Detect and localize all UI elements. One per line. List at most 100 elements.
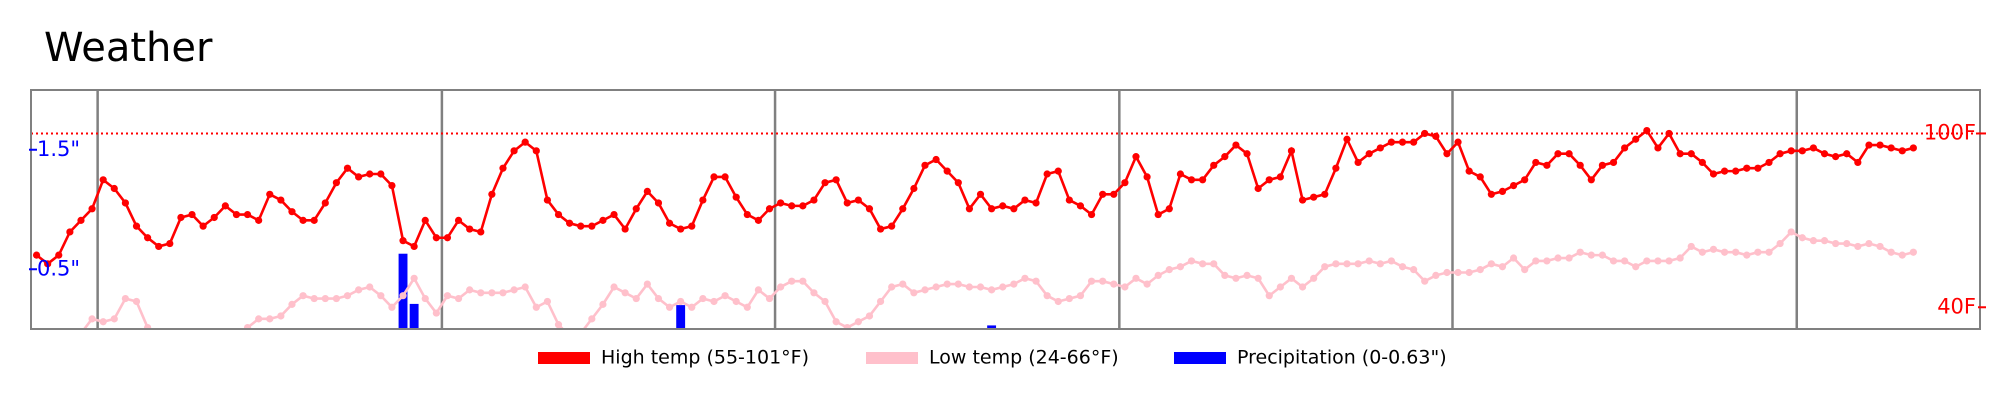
temp-marker	[1476, 173, 1484, 181]
temp-marker	[1643, 126, 1651, 135]
temp-marker	[499, 164, 507, 172]
temp-marker	[99, 176, 107, 184]
temp-marker	[1210, 161, 1218, 169]
temp-marker	[1787, 228, 1795, 236]
temp-marker	[1387, 257, 1396, 265]
temp-marker	[288, 208, 296, 216]
temp-marker	[66, 228, 74, 236]
legend-swatch	[866, 352, 918, 364]
temp-marker	[921, 161, 929, 169]
temp-marker	[1143, 280, 1151, 288]
temp-marker	[1165, 266, 1173, 274]
temp-marker	[177, 341, 184, 348]
temp-marker	[1121, 283, 1129, 291]
temp-marker	[343, 292, 352, 300]
legend-swatch	[538, 352, 590, 364]
temp-marker	[332, 179, 340, 187]
temp-marker	[1509, 182, 1518, 190]
temp-marker	[388, 182, 396, 190]
temp-marker	[1176, 170, 1185, 178]
temp-marker	[1798, 234, 1806, 242]
temp-marker	[1676, 150, 1684, 158]
temp-marker	[1554, 150, 1562, 158]
plot-frame	[30, 89, 1981, 330]
temp-marker	[876, 225, 885, 233]
temp-marker	[1743, 164, 1751, 172]
temp-marker	[121, 199, 129, 207]
temp-marker	[343, 164, 352, 172]
temp-marker	[1443, 268, 1451, 277]
temp-marker	[1054, 297, 1062, 306]
temp-marker	[988, 205, 996, 213]
temp-marker	[754, 286, 763, 294]
temp-marker	[1543, 257, 1551, 265]
temp-marker	[865, 312, 874, 320]
temp-marker	[1698, 248, 1706, 256]
temp-marker	[132, 222, 141, 230]
temp-marker	[521, 138, 529, 146]
temp-marker	[1065, 294, 1073, 303]
temp-marker	[243, 323, 252, 329]
temp-marker	[943, 280, 951, 288]
temp-marker	[1187, 176, 1196, 184]
temp-marker	[999, 202, 1007, 210]
temp-marker	[355, 173, 363, 181]
temp-marker	[854, 196, 862, 204]
temp-marker	[843, 199, 851, 207]
temp-marker	[1487, 260, 1495, 268]
temp-marker	[1410, 266, 1418, 274]
temp-marker	[200, 344, 207, 351]
temp-marker	[677, 297, 685, 306]
temp-marker	[488, 289, 496, 297]
temp-marker	[888, 283, 896, 291]
temp-marker	[55, 341, 62, 348]
temp-marker	[1165, 205, 1173, 213]
temp-marker	[1720, 167, 1729, 175]
temp-marker	[1354, 158, 1362, 167]
temp-marker	[77, 216, 85, 224]
temp-marker	[599, 300, 607, 308]
temp-marker	[765, 294, 774, 303]
temp-marker	[732, 193, 740, 201]
temp-marker	[1654, 144, 1662, 152]
temp-marker	[1421, 129, 1429, 138]
temp-marker	[454, 294, 463, 303]
temp-marker	[577, 330, 584, 337]
temp-marker	[732, 297, 740, 306]
temp-marker	[1376, 260, 1384, 268]
temp-marker	[332, 294, 340, 303]
temp-marker	[110, 315, 118, 323]
temp-marker	[1365, 257, 1373, 265]
temp-marker	[1243, 150, 1251, 158]
temp-marker	[1565, 150, 1573, 158]
precip-bar	[398, 253, 408, 329]
temp-marker	[1909, 144, 1917, 152]
temp-marker	[1099, 190, 1107, 198]
temp-marker	[355, 286, 363, 294]
temp-marker	[654, 294, 663, 303]
temp-marker	[232, 210, 241, 219]
temp-marker	[1143, 173, 1151, 181]
temp-marker	[566, 333, 573, 340]
temp-marker	[211, 333, 218, 340]
temp-marker	[1465, 268, 1473, 277]
temp-marker	[1532, 158, 1540, 167]
y-tick-label: 1.5"	[37, 137, 80, 161]
temp-marker	[799, 202, 807, 210]
temp-marker	[899, 280, 907, 288]
temp-marker	[1132, 274, 1140, 282]
temp-marker	[1687, 150, 1695, 158]
temp-marker	[1898, 251, 1906, 259]
temp-marker	[943, 167, 951, 175]
temp-marker	[1287, 274, 1296, 282]
temp-marker	[88, 205, 96, 213]
temp-marker	[1676, 254, 1684, 262]
temp-marker	[1221, 153, 1229, 161]
y2-tick-label: 100F	[1924, 120, 1976, 144]
temp-marker	[377, 292, 385, 300]
temp-marker	[477, 228, 485, 236]
temp-marker	[821, 179, 829, 187]
temp-marker	[965, 283, 974, 291]
